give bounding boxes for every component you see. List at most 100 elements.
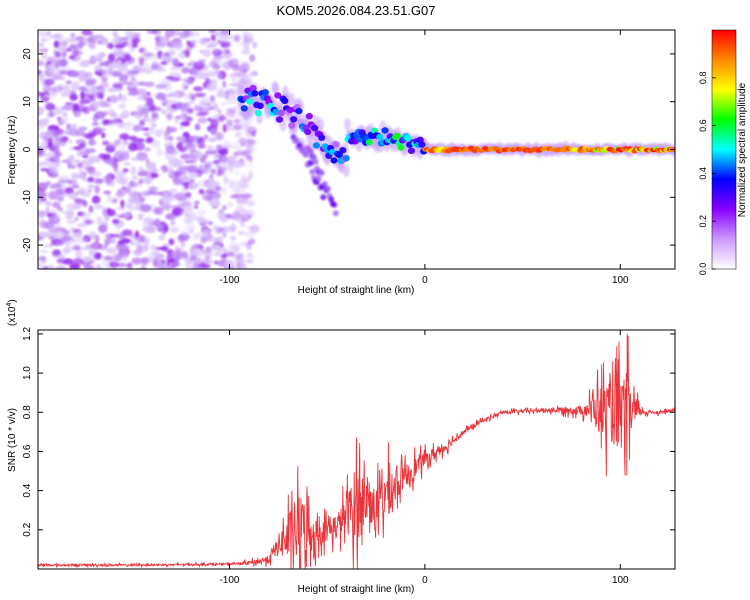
spectrogram-branch-blob bbox=[332, 210, 339, 217]
spectrogram-noise-blob bbox=[199, 100, 205, 107]
spectrogram-noise-blob bbox=[213, 191, 221, 200]
spectrogram-noise-blob bbox=[44, 78, 55, 86]
spectrogram-noise-blob bbox=[94, 234, 100, 244]
spectrogram-x-ticks: -100 0 100 bbox=[219, 30, 629, 286]
spectrogram-noise-blob bbox=[244, 209, 256, 217]
spectrogram-noise-blob bbox=[180, 146, 190, 150]
spectrogram-noise-blob bbox=[186, 63, 193, 67]
spectrogram-x-axis-label: Height of straight line (km) bbox=[298, 285, 415, 296]
spectrogram-noise-blob bbox=[222, 48, 230, 55]
spectrogram-noise-blob bbox=[210, 34, 216, 41]
spectrogram-noise-blob bbox=[57, 37, 69, 44]
spectrogram-noise-blob bbox=[168, 262, 174, 267]
spectrogram-noise-blob bbox=[207, 221, 214, 226]
spectrogram-y-tick-label: 20 bbox=[22, 48, 33, 60]
spectrogram-noise-blob bbox=[45, 102, 55, 111]
spectrogram-noise-blob bbox=[246, 259, 254, 264]
spectrogram-noise-blob bbox=[180, 121, 191, 127]
spectrogram-branch-blob bbox=[310, 154, 317, 161]
spectrogram-noise-blob bbox=[56, 258, 68, 264]
spectrogram-signal-core bbox=[332, 141, 340, 148]
spectrogram-noise-blob bbox=[222, 80, 227, 88]
spectrogram-noise-blob bbox=[65, 203, 75, 212]
spectrogram-noise-blob bbox=[138, 178, 144, 185]
spectrogram-noise-blob bbox=[246, 153, 252, 162]
spectrogram-noise-blob bbox=[38, 146, 44, 155]
spectrogram-noise-blob bbox=[112, 118, 118, 124]
spectrogram-noise-blob bbox=[74, 216, 79, 222]
spectrogram-noise-blob bbox=[217, 73, 223, 80]
spectrogram-noise-blob bbox=[83, 265, 95, 269]
spectrogram-noise-blob bbox=[63, 229, 71, 236]
spectrogram-noise-blob bbox=[146, 30, 158, 34]
spectrogram-branch-blob bbox=[303, 151, 310, 158]
spectrogram-noise-blob bbox=[172, 177, 183, 185]
spectrogram-noise-blob bbox=[54, 151, 62, 158]
spectrogram-noise-blob bbox=[79, 150, 84, 156]
spectrogram-noise-blob bbox=[213, 104, 219, 111]
spectrogram-noise-blob bbox=[191, 251, 200, 256]
spectrogram-noise-blob bbox=[206, 80, 211, 84]
spectrogram-branch-blob bbox=[309, 168, 316, 175]
spectrogram-noise-blob bbox=[252, 41, 258, 49]
spectrogram-noise-blob bbox=[85, 244, 95, 249]
spectrogram-noise-blob bbox=[108, 53, 116, 62]
spectrogram-noise-blob bbox=[55, 188, 64, 196]
spectrogram-noise-blob bbox=[158, 128, 166, 134]
spectrogram-noise-blob bbox=[231, 251, 239, 259]
spectrogram-noise-blob bbox=[115, 225, 120, 234]
spectrogram-noise-blob bbox=[86, 219, 91, 225]
spectrogram-noise-blob bbox=[70, 50, 83, 56]
spectrogram-noise-blob bbox=[138, 191, 149, 195]
spectrogram-noise-blob bbox=[87, 176, 95, 183]
spectrogram-noise-blob bbox=[186, 142, 193, 148]
spectrogram-noise-blob bbox=[206, 259, 214, 264]
spectrogram-noise-blob bbox=[155, 84, 167, 89]
spectrogram-signal-halo bbox=[342, 165, 350, 177]
snr-y-tick-label: 0.6 bbox=[22, 444, 33, 458]
spectrogram-noise-blob bbox=[72, 103, 80, 112]
spectrogram-texture bbox=[38, 30, 675, 269]
spectrogram-signal-core bbox=[274, 92, 282, 99]
spectrogram-noise-blob bbox=[94, 34, 104, 39]
spectrogram-noise-blob bbox=[123, 186, 131, 193]
spectrogram-noise-blob bbox=[154, 92, 164, 100]
spectrogram-noise-blob bbox=[130, 166, 137, 175]
spectrogram-noise-blob bbox=[178, 136, 187, 141]
spectrogram-noise-blob bbox=[134, 230, 140, 239]
spectrogram-y-ticks: -20 -10 0 10 20 bbox=[22, 48, 675, 252]
spectrogram-noise-blob bbox=[88, 231, 97, 240]
spectrogram-signal-core bbox=[240, 105, 248, 112]
spectrogram-noise-blob bbox=[185, 225, 196, 231]
spectrogram-noise-blob bbox=[180, 230, 190, 236]
spectrogram-noise-blob bbox=[230, 188, 239, 193]
spectrogram-noise-blob bbox=[94, 252, 102, 260]
spectrogram-noise-blob bbox=[78, 126, 88, 131]
spectrogram-noise-blob bbox=[171, 40, 183, 48]
spectrogram-noise-blob bbox=[42, 37, 50, 42]
spectrogram-noise-blob bbox=[61, 50, 68, 57]
spectrogram-noise-blob bbox=[181, 82, 189, 92]
spectrogram-noise-blob bbox=[193, 247, 202, 252]
spectrogram-noise-blob bbox=[39, 250, 49, 253]
spectrogram-noise-blob bbox=[239, 64, 248, 69]
spectrogram-noise-blob bbox=[38, 262, 43, 268]
spectrogram-noise-blob bbox=[246, 242, 253, 250]
spectrogram-noise-blob bbox=[241, 49, 251, 55]
spectrogram-noise-blob bbox=[128, 192, 139, 199]
spectrogram-noise-blob bbox=[75, 159, 80, 164]
spectrogram-noise-blob bbox=[127, 79, 140, 88]
spectrogram-noise-blob bbox=[121, 229, 133, 237]
snr-y-tick-label: 0.8 bbox=[22, 405, 33, 419]
spectrogram-noise-blob bbox=[195, 111, 208, 117]
spectrogram-noise-blob bbox=[78, 40, 84, 49]
spectrogram-noise-blob bbox=[55, 265, 67, 269]
spectrogram-noise-blob bbox=[203, 229, 209, 238]
spectrogram-noise-blob bbox=[198, 138, 204, 143]
spectrogram-branch-blob bbox=[325, 185, 331, 192]
spectrogram-noise-blob bbox=[228, 180, 234, 189]
spectrogram-noise-blob bbox=[82, 256, 93, 263]
spectrogram-noise-blob bbox=[215, 173, 222, 177]
spectrogram-noise-blob bbox=[229, 195, 239, 199]
